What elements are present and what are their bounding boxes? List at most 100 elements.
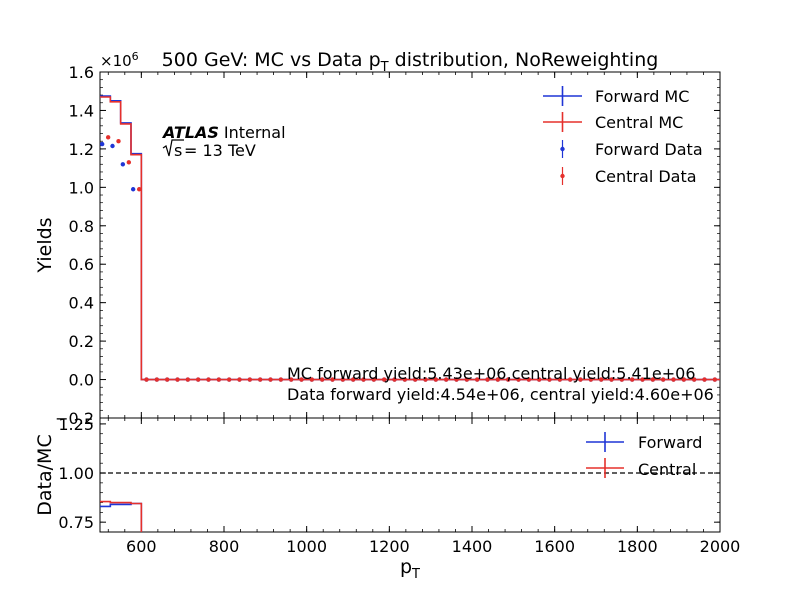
y-tick-label: 1.2 — [69, 140, 94, 159]
data-point — [288, 377, 294, 382]
data-point — [640, 377, 645, 382]
data-point — [216, 377, 222, 382]
ratio-y-axis-label: Data/MC — [34, 434, 56, 515]
data-point — [319, 377, 325, 382]
data-point — [629, 377, 635, 382]
y-multiplier: ×106 — [100, 50, 139, 70]
data-point — [433, 377, 439, 382]
x-tick-label: 2000 — [700, 537, 741, 556]
main-panel: −0.2 0.0 0.2 0.4 0.6 0.8 1.0 1.2 1.4 1.6 — [55, 63, 721, 532]
legend-item-forward-data: Forward Data — [560, 140, 703, 159]
ratio-series-central — [100, 500, 143, 532]
svg-text:Forward Data: Forward Data — [595, 140, 703, 159]
mc-yield-annotation: MC forward yield:5.43e+06,central yield:… — [287, 364, 696, 383]
data-yield-annotation: Data forward yield:4.54e+06, central yie… — [287, 385, 714, 404]
data-point — [619, 377, 625, 382]
legend-item-forward-mc: Forward MC — [543, 86, 689, 106]
data-point — [110, 143, 115, 149]
svg-text:= 13 TeV: = 13 TeV — [184, 141, 256, 160]
data-point — [350, 377, 356, 382]
data-point — [660, 377, 666, 382]
data-point — [257, 377, 263, 382]
data-point — [195, 377, 201, 382]
x-tick-label: 1600 — [534, 537, 575, 556]
data-point — [116, 139, 121, 144]
data-point — [185, 377, 191, 382]
x-tick-label: 1000 — [286, 537, 327, 556]
data-point — [598, 377, 604, 382]
main-legend: Forward MC Central MC Forward Data Centr… — [543, 86, 703, 186]
data-point — [650, 377, 656, 382]
data-point — [557, 377, 563, 382]
ratio-series-forward — [100, 502, 143, 532]
data-point — [126, 160, 132, 165]
y-tick-label: 1.0 — [69, 178, 94, 197]
data-point — [164, 377, 170, 382]
x-tick-label: 1400 — [452, 537, 493, 556]
data-point — [392, 377, 397, 382]
y-tick-label: 0.8 — [69, 217, 94, 236]
data-point — [485, 377, 490, 382]
y-tick-label: 0.2 — [69, 332, 94, 351]
data-point — [505, 377, 511, 382]
data-point — [278, 377, 284, 382]
legend-item-central: Central — [586, 458, 696, 479]
data-point — [268, 377, 273, 382]
data-point — [361, 377, 366, 382]
data-point — [144, 377, 149, 382]
chart-title: 500 GeV: MC vs Data pT distribution, NoR… — [162, 49, 659, 75]
x-label-subscript: T — [411, 567, 420, 582]
data-point — [691, 377, 697, 382]
legend-item-central-data: Central Data — [560, 167, 697, 186]
x-tick-label: 600 — [126, 537, 157, 556]
data-point — [340, 377, 346, 382]
data-point — [443, 377, 449, 382]
data-point — [423, 377, 428, 382]
ratio-y-tick-label: 1.25 — [58, 415, 94, 434]
data-point — [526, 377, 532, 382]
svg-text:Forward: Forward — [638, 433, 702, 452]
data-point — [309, 377, 315, 382]
x-tick-label: 800 — [209, 537, 240, 556]
data-point — [712, 377, 718, 382]
sqrt-sign — [162, 139, 184, 157]
data-point — [130, 187, 136, 192]
y-tick-label: −0.2 — [55, 409, 94, 428]
legend-item-forward: Forward — [586, 432, 702, 452]
ratio-panel: 600 800 1000 1200 1400 1600 1800 2000 0.75 1.00 1.… — [58, 415, 740, 556]
data-point — [588, 377, 594, 382]
title-subscript: T — [380, 60, 389, 75]
data-point — [120, 162, 126, 167]
atlas-label: ATLAS Internal — [161, 123, 286, 142]
series-central-data — [105, 135, 718, 382]
y-tick-label: 1.4 — [69, 101, 94, 120]
ratio-y-tick-label: 0.75 — [58, 513, 94, 532]
data-point — [702, 377, 707, 382]
x-tick-label: 1800 — [617, 537, 658, 556]
data-point — [175, 377, 180, 382]
ratio-plot-frame — [99, 417, 721, 533]
data-point — [226, 377, 232, 382]
svg-text:Central MC: Central MC — [595, 113, 683, 132]
data-point — [402, 377, 408, 382]
data-point — [412, 377, 418, 382]
svg-text:s: s — [174, 141, 182, 160]
data-point — [99, 141, 105, 147]
y-tick-label: 0.6 — [69, 255, 94, 274]
data-point — [206, 377, 211, 382]
data-point — [495, 377, 501, 382]
svg-text:Forward MC: Forward MC — [595, 87, 689, 106]
x-tick-label: 1200 — [369, 537, 410, 556]
x-axis-label: pT — [400, 556, 420, 582]
ratio-y-tick-label: 1.00 — [58, 464, 94, 483]
data-point — [105, 135, 111, 140]
data-point — [247, 377, 253, 382]
svg-text:Central Data: Central Data — [595, 167, 697, 186]
data-point — [671, 377, 676, 382]
data-point — [547, 377, 552, 382]
data-point — [136, 187, 142, 192]
y-axis-label: Yields — [34, 217, 56, 273]
energy-label: s = 13 TeV — [162, 139, 256, 160]
legend-item-central-mc: Central MC — [543, 112, 683, 132]
